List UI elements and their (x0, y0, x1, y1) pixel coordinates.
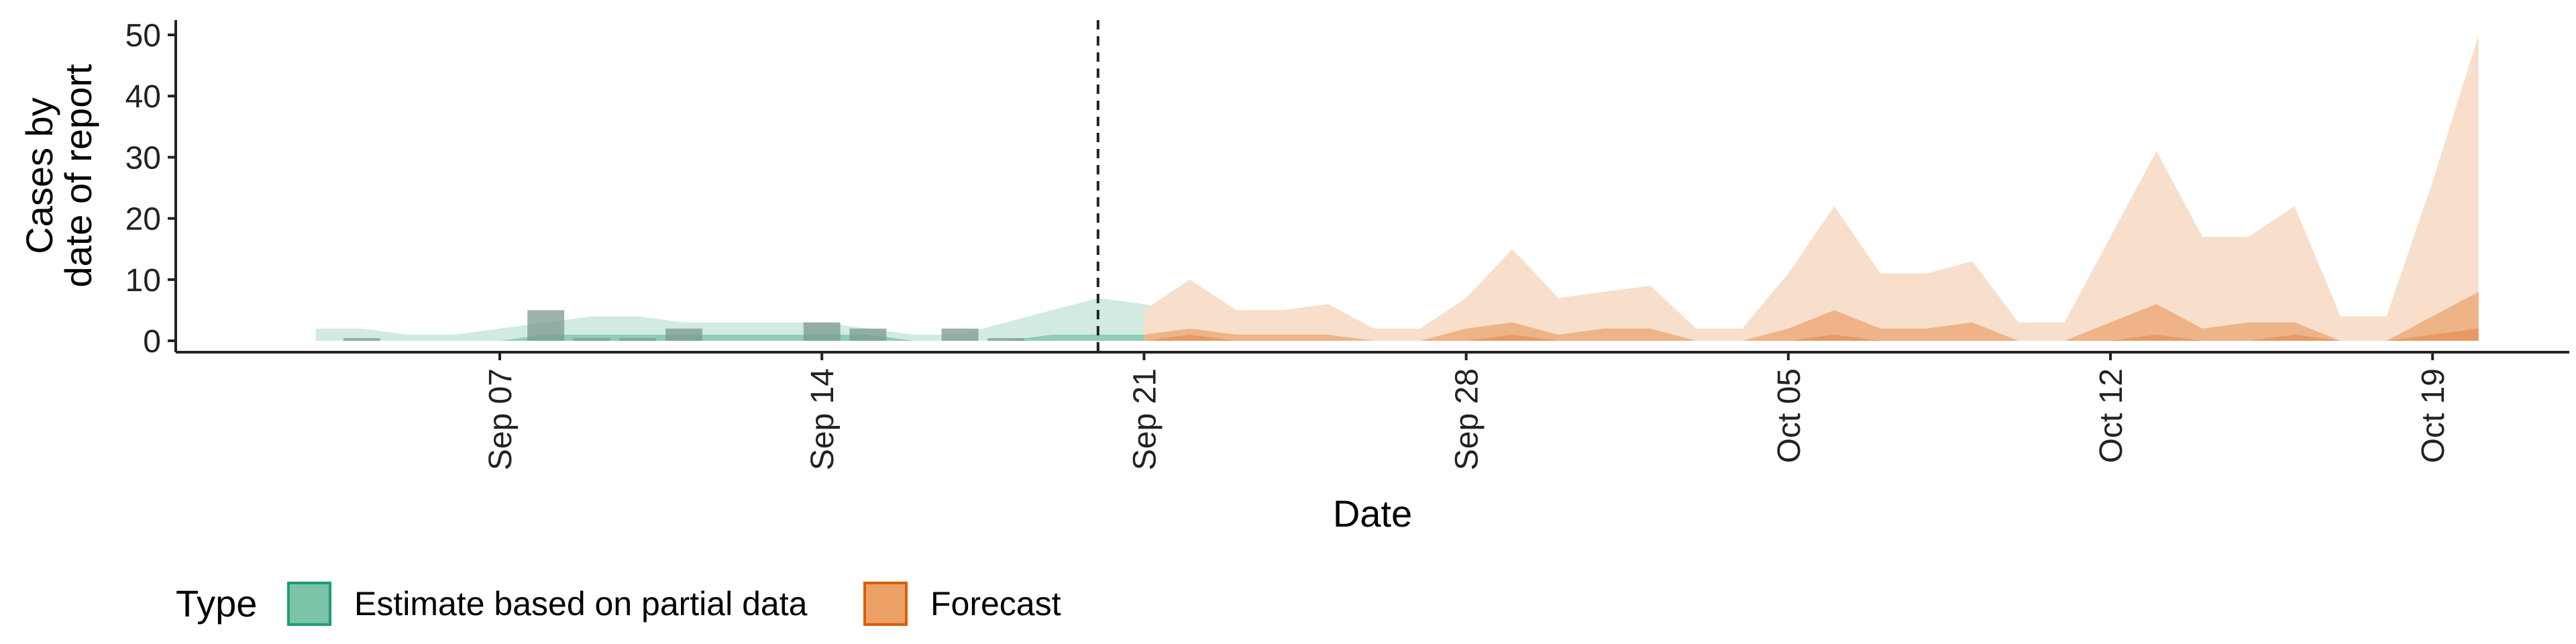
x-tick-label: Sep 28 (1450, 368, 1485, 470)
y-ticks: 0 10 20 30 40 50 (125, 18, 176, 360)
x-tick-label: Sep 21 (1127, 368, 1163, 470)
observed-bar (665, 328, 702, 341)
legend-swatch-forecast (863, 582, 908, 626)
observed-bar (619, 338, 657, 341)
x-tick-label: Oct 19 (2416, 368, 2451, 463)
y-tick-label: 20 (125, 202, 161, 237)
y-tick-label: 30 (125, 140, 161, 176)
y-axis-title-line-1: Cases by (18, 97, 60, 254)
legend-title: Type (176, 582, 257, 625)
y-tick-label: 50 (125, 18, 161, 54)
legend: Type Estimate based on partial data Fore… (176, 582, 1061, 626)
plot-bands (315, 35, 2479, 341)
forecast-band-core (1144, 328, 2479, 341)
observed-bar (573, 338, 610, 341)
forecast-band-outer (1144, 35, 2479, 341)
x-tick-label: Sep 07 (483, 368, 519, 470)
x-tick-label: Oct 12 (2094, 368, 2129, 463)
axes (174, 20, 2569, 354)
y-tick-label: 0 (143, 324, 161, 360)
observed-bar (849, 328, 887, 341)
observed-bars (343, 310, 1025, 341)
observed-bar (527, 310, 565, 341)
x-axis-title: Date (1333, 492, 1412, 535)
y-tick-label: 10 (125, 263, 161, 299)
y-tick-label: 40 (125, 79, 161, 115)
observed-bar (941, 328, 979, 341)
observed-bar (987, 338, 1025, 341)
x-ticks: Sep 07 Sep 14 Sep 21 Sep 28 Oct 05 Oct 12 Oct … (483, 352, 2451, 470)
y-axis-title-line-2: date of report (57, 64, 99, 288)
observed-bar (343, 338, 380, 341)
observed-bar (803, 322, 841, 341)
legend-swatch-estimate (287, 582, 331, 626)
x-tick-label: Sep 14 (805, 368, 841, 470)
legend-label-estimate: Estimate based on partial data (354, 585, 808, 623)
forecast-band-inner (1144, 292, 2479, 341)
legend-label-forecast: Forecast (930, 585, 1061, 623)
x-tick-label: Oct 05 (1772, 368, 1807, 463)
